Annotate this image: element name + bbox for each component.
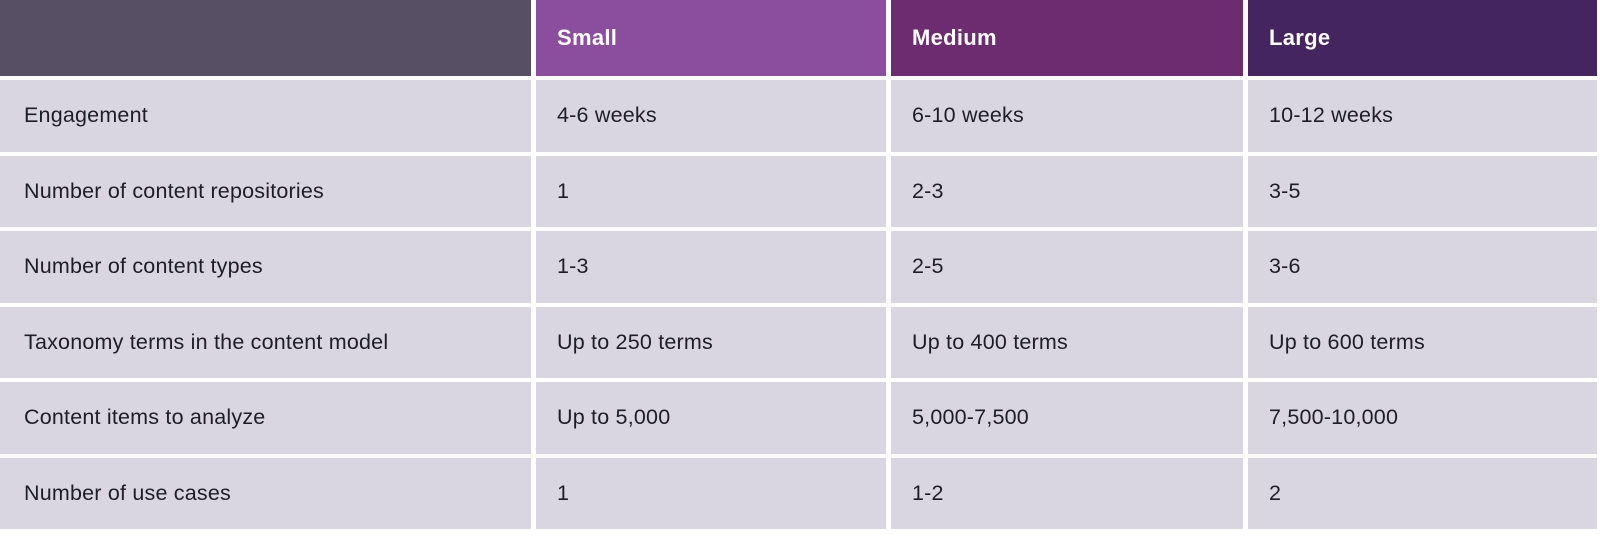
value-taxonomy-terms-small: Up to 250 terms: [536, 306, 886, 378]
value-content-items-medium: 5,000-7,500: [891, 382, 1243, 454]
value-repositories-medium: 2-3: [891, 155, 1243, 227]
value-content-types-small: 1-3: [536, 231, 886, 303]
value-use-cases-small: 1: [536, 457, 886, 529]
engagement-sizing-table: Small Medium Large Engagement 4-6 weeks …: [0, 0, 1597, 529]
row-label-taxonomy-terms: Taxonomy terms in the content model: [0, 306, 531, 378]
row-label-content-items: Content items to analyze: [0, 382, 531, 454]
value-repositories-small: 1: [536, 155, 886, 227]
header-cell-small: Small: [536, 0, 886, 76]
row-label-engagement: Engagement: [0, 80, 531, 152]
value-engagement-small: 4-6 weeks: [536, 80, 886, 152]
value-content-items-small: Up to 5,000: [536, 382, 886, 454]
value-taxonomy-terms-large: Up to 600 terms: [1248, 306, 1597, 378]
header-cell-medium: Medium: [891, 0, 1243, 76]
header-cell-corner: [0, 0, 531, 76]
row-label-content-types: Number of content types: [0, 231, 531, 303]
value-content-items-large: 7,500-10,000: [1248, 382, 1597, 454]
value-taxonomy-terms-medium: Up to 400 terms: [891, 306, 1243, 378]
row-label-use-cases: Number of use cases: [0, 457, 531, 529]
row-label-content-repositories: Number of content repositories: [0, 155, 531, 227]
value-engagement-large: 10-12 weeks: [1248, 80, 1597, 152]
value-repositories-large: 3-5: [1248, 155, 1597, 227]
value-use-cases-medium: 1-2: [891, 457, 1243, 529]
header-cell-large: Large: [1248, 0, 1597, 76]
value-content-types-medium: 2-5: [891, 231, 1243, 303]
value-engagement-medium: 6-10 weeks: [891, 80, 1243, 152]
value-use-cases-large: 2: [1248, 457, 1597, 529]
value-content-types-large: 3-6: [1248, 231, 1597, 303]
